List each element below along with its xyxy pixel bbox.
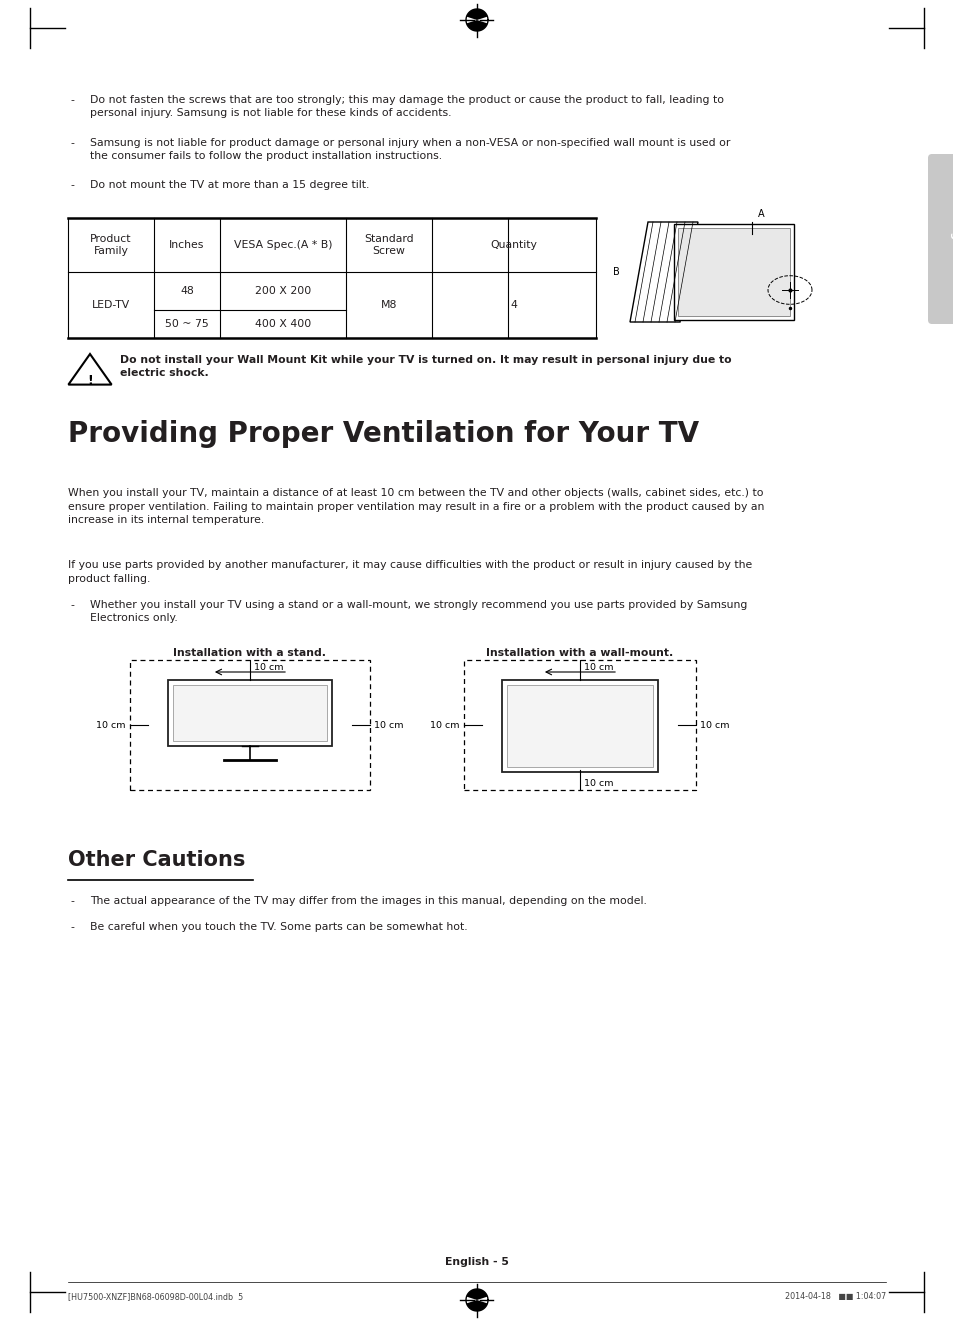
Text: When you install your TV, maintain a distance of at least 10 cm between the TV a: When you install your TV, maintain a dis… (68, 487, 763, 526)
Text: Installation with a wall-mount.: Installation with a wall-mount. (486, 649, 673, 658)
Text: Whether you install your TV using a stand or a wall-mount, we strongly recommend: Whether you install your TV using a stan… (90, 600, 746, 624)
Polygon shape (466, 20, 487, 30)
Text: VESA Spec.(A * B): VESA Spec.(A * B) (233, 240, 332, 250)
Text: M8: M8 (380, 300, 396, 310)
Text: 10 cm: 10 cm (430, 720, 459, 729)
Text: 10 cm: 10 cm (96, 720, 126, 729)
Text: 10 cm: 10 cm (583, 778, 613, 787)
Bar (463, 660, 696, 790)
Text: 50 ~ 75: 50 ~ 75 (165, 318, 209, 329)
Text: 10 cm: 10 cm (583, 663, 613, 671)
Text: The actual appearance of the TV may differ from the images in this manual, depen: The actual appearance of the TV may diff… (90, 896, 646, 906)
Text: Product
Family: Product Family (91, 234, 132, 256)
Text: 48: 48 (180, 287, 193, 296)
Text: English - 5: English - 5 (445, 1258, 508, 1267)
Text: -: - (70, 180, 73, 190)
Bar (501, 680, 658, 771)
Text: Inches: Inches (169, 240, 205, 250)
Text: 2014-04-18   ■■ 1:04:07: 2014-04-18 ■■ 1:04:07 (784, 1292, 885, 1301)
Bar (168, 680, 332, 746)
Text: -: - (70, 600, 73, 610)
Polygon shape (466, 1289, 487, 1300)
Bar (678, 229, 789, 316)
Text: Do not mount the TV at more than a 15 degree tilt.: Do not mount the TV at more than a 15 de… (90, 180, 369, 190)
Text: 200 X 200: 200 X 200 (254, 287, 311, 296)
Text: LED-TV: LED-TV (91, 300, 130, 310)
Text: A: A (758, 209, 763, 219)
Text: 400 X 400: 400 X 400 (254, 318, 311, 329)
Text: Samsung is not liable for product damage or personal injury when a non-VESA or n: Samsung is not liable for product damage… (90, 137, 730, 161)
Bar (172, 686, 327, 741)
Text: Providing Proper Ventilation for Your TV: Providing Proper Ventilation for Your TV (68, 420, 699, 448)
Polygon shape (466, 9, 487, 20)
Text: B: B (613, 267, 619, 277)
Text: Be careful when you touch the TV. Some parts can be somewhat hot.: Be careful when you touch the TV. Some p… (90, 922, 467, 933)
Text: 10 cm: 10 cm (700, 720, 729, 729)
Text: Other Cautions: Other Cautions (68, 849, 245, 871)
Text: Do not install your Wall Mount Kit while your TV is turned on. It may result in : Do not install your Wall Mount Kit while… (119, 355, 730, 378)
Polygon shape (466, 1300, 487, 1310)
Bar (673, 225, 793, 320)
Text: -: - (70, 922, 73, 933)
Text: Standard
Screw: Standard Screw (364, 234, 414, 256)
Text: -: - (70, 95, 73, 104)
Text: 10 cm: 10 cm (374, 720, 403, 729)
FancyBboxPatch shape (927, 155, 953, 324)
Text: 10 cm: 10 cm (253, 663, 283, 671)
Text: [HU7500-XNZF]BN68-06098D-00L04.indb  5: [HU7500-XNZF]BN68-06098D-00L04.indb 5 (68, 1292, 243, 1301)
Text: 4: 4 (510, 300, 517, 310)
Text: Do not fasten the screws that are too strongly; this may damage the product or c: Do not fasten the screws that are too st… (90, 95, 723, 118)
Text: -: - (70, 896, 73, 906)
Bar (130, 660, 370, 790)
Text: If you use parts provided by another manufacturer, it may cause difficulties wit: If you use parts provided by another man… (68, 560, 752, 584)
Text: !: ! (87, 374, 92, 387)
Text: -: - (70, 137, 73, 148)
Text: Quantity: Quantity (490, 240, 537, 250)
Text: Installation with a stand.: Installation with a stand. (173, 649, 326, 658)
Text: English: English (948, 218, 953, 260)
Bar (506, 686, 652, 768)
